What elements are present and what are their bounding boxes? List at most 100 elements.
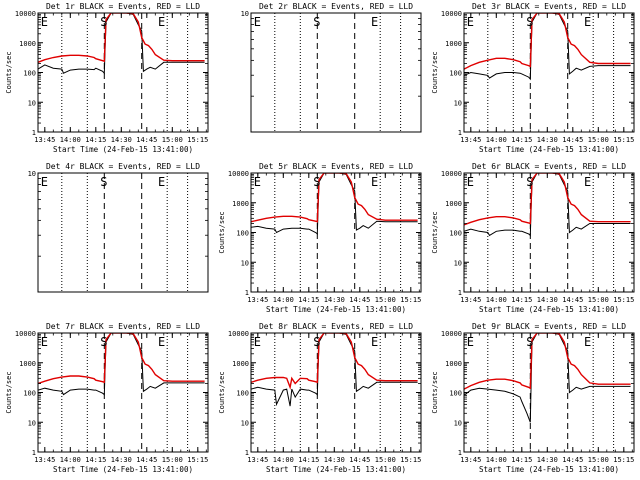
panel-title: Det 4r BLACK = Events, RED = LLD <box>46 162 200 171</box>
y-axis-label: Counts/sec <box>218 371 226 413</box>
plot-frame <box>463 12 635 133</box>
x-axis-label: Start Time (24-Feb-15 13:41:00) <box>266 465 406 474</box>
phase-marker-label: E <box>41 175 48 189</box>
x-tick-label: 14:30 <box>537 456 558 464</box>
x-tick-label: 14:15 <box>85 136 106 144</box>
phase-marker-label: E <box>254 15 261 29</box>
x-tick-label: 15:00 <box>588 136 609 144</box>
y-tick-label: 100 <box>236 390 249 398</box>
x-tick-label: 14:45 <box>136 456 157 464</box>
y-tick-label: 10000 <box>441 10 462 18</box>
detector-panel: Det 8r BLACK = Events, RED = LLD E S E 1 10 10… <box>218 322 422 474</box>
phase-marker-label: S <box>100 15 107 29</box>
y-tick-label: 1 <box>32 129 36 137</box>
phase-marker-label: E <box>467 335 474 349</box>
x-tick-label: 15:00 <box>588 456 609 464</box>
y-tick-label: 100 <box>449 70 462 78</box>
x-tick-label: 15:00 <box>375 456 396 464</box>
lld-series-line <box>38 333 205 385</box>
phase-marker-label: S <box>313 175 320 189</box>
detector-panel: Det 4r BLACK = Events, RED = LLD E S E 10 <box>28 162 209 293</box>
x-tick-label: 15:15 <box>400 296 421 304</box>
lld-series-line <box>38 13 205 63</box>
x-tick-label: 15:00 <box>588 296 609 304</box>
x-tick-label: 14:45 <box>562 296 583 304</box>
y-tick-label: 1000 <box>232 200 249 208</box>
x-tick-label: 14:15 <box>511 296 532 304</box>
x-tick-label: 14:45 <box>349 296 370 304</box>
x-tick-label: 15:00 <box>162 136 183 144</box>
events-series-line <box>38 13 205 75</box>
panel-title: Det 6r BLACK = Events, RED = LLD <box>472 162 626 171</box>
phase-marker-label: S <box>526 335 533 349</box>
detector-panel: Det 2r BLACK = Events, RED = LLD E S E 10 <box>241 2 422 133</box>
plot-frame <box>463 332 635 453</box>
events-series-line <box>464 333 631 423</box>
detector-panel: Det 6r BLACK = Events, RED = LLD E S E 1 10 10… <box>431 162 635 314</box>
x-tick-label: 15:00 <box>162 456 183 464</box>
x-tick-label: 14:00 <box>273 456 294 464</box>
detector-panel: Det 5r BLACK = Events, RED = LLD E S E 1 10 10… <box>218 162 422 314</box>
x-tick-label: 14:45 <box>349 456 370 464</box>
y-tick-label: 1000 <box>445 40 462 48</box>
y-tick-label: 10 <box>241 419 249 427</box>
x-axis-label: Start Time (24-Feb-15 13:41:00) <box>266 305 406 314</box>
phase-marker-label: E <box>371 15 378 29</box>
x-tick-label: 14:00 <box>486 136 507 144</box>
events-series-line <box>251 333 418 407</box>
y-axis-label: Counts/sec <box>431 211 439 253</box>
y-tick-label: 1 <box>32 449 36 457</box>
phase-marker-label: E <box>467 175 474 189</box>
x-axis-label: Start Time (24-Feb-15 13:41:00) <box>53 145 193 154</box>
y-axis-label: Counts/sec <box>431 51 439 93</box>
panel-title: Det 5r BLACK = Events, RED = LLD <box>259 162 413 171</box>
y-tick-label: 1000 <box>19 40 36 48</box>
x-tick-label: 15:00 <box>375 296 396 304</box>
y-tick-label: 10 <box>454 259 462 267</box>
y-tick-label: 1000 <box>19 360 36 368</box>
x-tick-label: 14:00 <box>486 456 507 464</box>
phase-marker-label: E <box>371 175 378 189</box>
x-tick-label: 15:15 <box>187 456 208 464</box>
phase-marker-label: E <box>254 175 261 189</box>
phase-marker-label: E <box>254 335 261 349</box>
x-tick-label: 14:30 <box>111 456 132 464</box>
y-tick-label: 10000 <box>15 10 36 18</box>
phase-marker-label: E <box>584 335 591 349</box>
y-tick-label: 100 <box>449 230 462 238</box>
phase-marker-label: E <box>584 15 591 29</box>
x-tick-label: 13:45 <box>34 456 55 464</box>
y-tick-label: 10 <box>28 99 36 107</box>
x-tick-label: 13:45 <box>34 136 55 144</box>
y-axis-label: Counts/sec <box>218 211 226 253</box>
phase-marker-label: E <box>371 335 378 349</box>
y-tick-label: 10 <box>241 10 249 18</box>
x-axis-label: Start Time (24-Feb-15 13:41:00) <box>479 145 619 154</box>
y-tick-label: 1000 <box>445 200 462 208</box>
x-tick-label: 14:00 <box>60 136 81 144</box>
x-tick-label: 14:45 <box>562 456 583 464</box>
lld-series-line <box>251 173 418 223</box>
x-tick-label: 14:15 <box>298 296 319 304</box>
x-tick-label: 14:45 <box>136 136 157 144</box>
y-tick-label: 1 <box>458 129 462 137</box>
y-axis-label: Counts/sec <box>5 371 13 413</box>
y-tick-label: 100 <box>236 230 249 238</box>
y-tick-label: 10 <box>28 419 36 427</box>
x-axis-label: Start Time (24-Feb-15 13:41:00) <box>479 305 619 314</box>
phase-marker-label: S <box>526 175 533 189</box>
events-series-line <box>251 173 418 235</box>
phase-marker-label: S <box>313 15 320 29</box>
y-tick-label: 1000 <box>232 360 249 368</box>
x-tick-label: 14:15 <box>511 136 532 144</box>
events-series-line <box>464 13 631 81</box>
x-axis-label: Start Time (24-Feb-15 13:41:00) <box>53 465 193 474</box>
y-tick-label: 10 <box>454 419 462 427</box>
y-axis-label: Counts/sec <box>5 51 13 93</box>
y-tick-label: 100 <box>23 390 36 398</box>
events-series-line <box>464 173 631 237</box>
y-tick-label: 10 <box>28 170 36 178</box>
lld-series-line <box>251 333 418 390</box>
panel-title: Det 8r BLACK = Events, RED = LLD <box>259 322 413 331</box>
